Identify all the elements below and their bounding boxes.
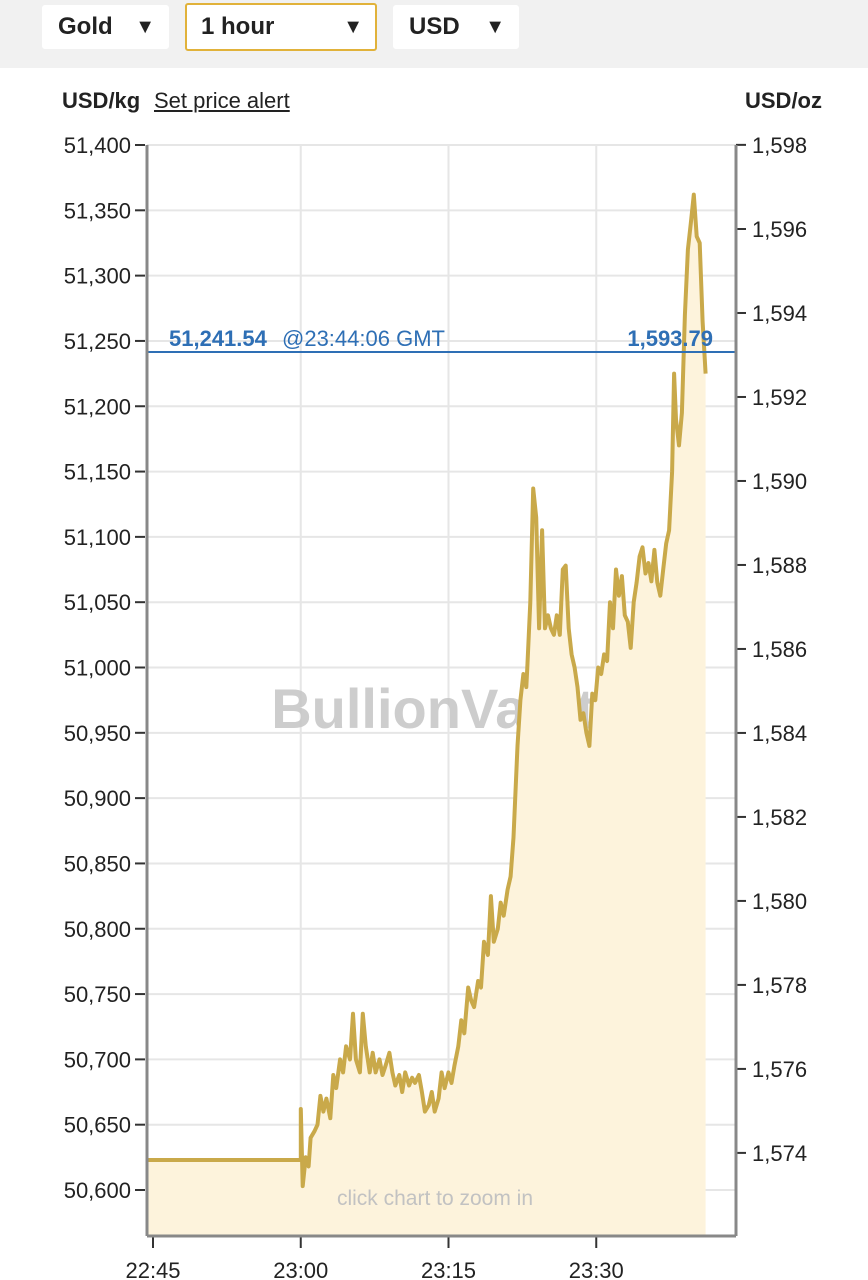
y-right-tick-label: 1,596: [752, 217, 807, 242]
zoom-hint: click chart to zoom in: [337, 1187, 533, 1210]
currency-select-value: USD: [409, 13, 460, 40]
y-left-tick-label: 50,700: [64, 1047, 131, 1072]
timeframe-select-value: 1 hour: [201, 13, 275, 40]
chevron-down-icon: ▼: [343, 16, 363, 38]
chevron-down-icon: ▼: [135, 16, 155, 38]
y-right-tick-label: 1,590: [752, 469, 807, 494]
y-left-tick-label: 50,750: [64, 982, 131, 1007]
x-tick-label: 23:30: [569, 1258, 624, 1280]
price-line: [148, 192, 708, 1189]
y-right-tick-label: 1,578: [752, 973, 807, 998]
y-left-tick-label: 51,150: [64, 460, 131, 485]
y-left-tick-label: 51,050: [64, 590, 131, 615]
current-price-kg: 51,241.54: [169, 326, 268, 351]
right-axis-unit: USD/oz: [745, 88, 822, 113]
current-price-oz: 1,593.79: [627, 326, 713, 351]
y-left-tick-label: 50,650: [64, 1113, 131, 1138]
y-left-tick-label: 51,000: [64, 656, 131, 681]
metal-select[interactable]: Gold ▼: [42, 5, 169, 49]
y-left-tick-label: 51,250: [64, 329, 131, 354]
set-price-alert-link[interactable]: Set price alert: [154, 88, 290, 113]
y-left-tick-label: 50,600: [64, 1178, 131, 1203]
y-left-tick-label: 51,300: [64, 264, 131, 289]
y-left-tick-label: 51,100: [64, 525, 131, 550]
y-left-tick-label: 51,400: [64, 133, 131, 158]
y-left-tick-label: 50,900: [64, 786, 131, 811]
left-axis-unit: USD/kg: [62, 88, 141, 113]
y-left-tick-label: 50,800: [64, 917, 131, 942]
chart-axes: 51,400 51,350 51,300 51,250 51,200 51,150 51,1…: [64, 133, 807, 1280]
y-right-tick-label: 1,592: [752, 385, 807, 410]
y-right-tick-label: 1,582: [752, 805, 807, 830]
y-right-tick-label: 1,580: [752, 889, 807, 914]
currency-select[interactable]: USD ▼: [393, 5, 519, 49]
y-right-tick-label: 1,594: [752, 301, 807, 326]
y-left-tick-label: 50,950: [64, 721, 131, 746]
y-right-tick-label: 1,576: [752, 1057, 807, 1082]
price-area-fill: [148, 194, 706, 1237]
y-right-tick-label: 1,586: [752, 637, 807, 662]
y-right-tick-label: 1,584: [752, 721, 807, 746]
toolbar: Gold ▼ 1 hour ▼ USD ▼: [0, 0, 868, 68]
y-left-tick-label: 51,350: [64, 198, 131, 223]
chevron-down-icon: ▼: [485, 16, 505, 38]
timeframe-select[interactable]: 1 hour ▼: [185, 3, 377, 51]
x-tick-label: 23:15: [421, 1258, 476, 1280]
y-left-tick-label: 50,850: [64, 851, 131, 876]
y-right-tick-label: 1,588: [752, 553, 807, 578]
y-left-tick-label: 51,200: [64, 394, 131, 419]
x-tick-label: 23:00: [273, 1258, 328, 1280]
y-right-tick-label: 1,574: [752, 1141, 807, 1166]
metal-select-value: Gold: [58, 13, 113, 40]
y-right-tick-label: 1,598: [752, 133, 807, 158]
current-price-time: @23:44:06 GMT: [282, 326, 445, 351]
x-tick-label: 22:45: [125, 1258, 180, 1280]
